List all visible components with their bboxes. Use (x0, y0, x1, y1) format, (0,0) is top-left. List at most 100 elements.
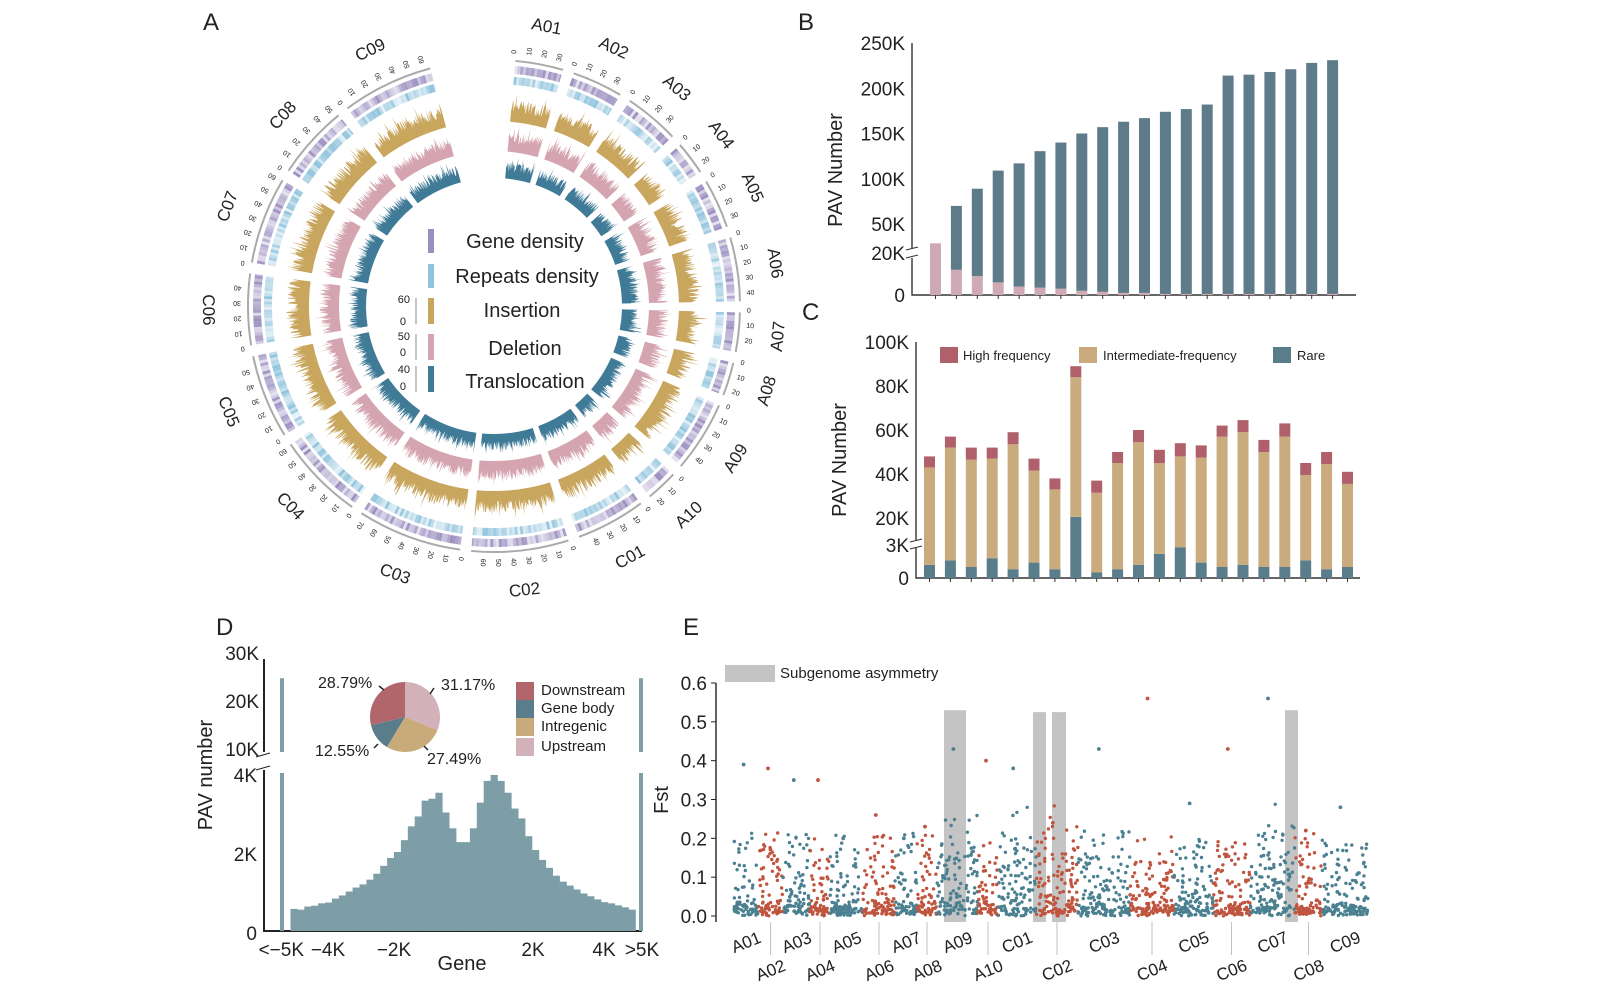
gene-density-cell (692, 424, 702, 432)
fst-point (1194, 899, 1198, 903)
fst-point (856, 891, 860, 895)
b-axis-break (905, 246, 919, 259)
repeats-density-cell (583, 95, 589, 104)
fst-point (1172, 873, 1177, 878)
gene-density-cell (600, 91, 607, 100)
repeats-density-cell (544, 82, 550, 91)
fst-point (1000, 877, 1004, 881)
fst-point (1279, 880, 1283, 884)
chromosome-tick-label: 60 (368, 527, 378, 537)
deletion-track (544, 136, 587, 173)
repeats-density-cell (580, 94, 587, 103)
fst-point (764, 832, 768, 836)
gene-density-cell (612, 98, 618, 107)
chromosome-tick-label: 40 (747, 290, 755, 297)
c-bar-rare (1237, 564, 1249, 578)
fst-point (861, 891, 865, 895)
repeats-density-cell (666, 161, 675, 169)
fst-point (957, 858, 961, 863)
c-bar-rare (1091, 572, 1103, 578)
chromosome-tick-label: 10 (631, 515, 641, 525)
fst-point (964, 886, 968, 891)
fst-point (1170, 849, 1174, 854)
fst-point (1298, 860, 1302, 864)
fst-point (1271, 899, 1276, 904)
fst-point (1229, 858, 1234, 862)
fst-point (1013, 874, 1018, 878)
fst-point (925, 869, 929, 874)
fst-point (1021, 857, 1026, 862)
fst-point (796, 871, 801, 875)
c-axis-break (909, 538, 923, 550)
fst-point (864, 907, 869, 911)
b-bar-core (992, 170, 1004, 283)
fst-point (763, 910, 767, 914)
fst-point (764, 903, 768, 908)
repeats-density-cell (702, 226, 711, 233)
gene-density-cell (723, 264, 732, 269)
chromosome-tick-label: 40 (253, 198, 263, 208)
gene-density-cell (260, 243, 269, 249)
fst-point (1150, 874, 1155, 878)
fst-point (924, 864, 928, 869)
fst-peak-point (1225, 747, 1230, 751)
fst-point (1008, 882, 1012, 886)
gene-density-cell (281, 416, 291, 423)
fst-point (1102, 879, 1106, 883)
fst-point (961, 898, 966, 903)
repeats-density-cell (622, 485, 630, 494)
fst-point (1280, 838, 1284, 842)
fst-point (1024, 910, 1028, 914)
c-y-tick-label: 40K (875, 465, 909, 486)
gene-density-cell (716, 373, 725, 379)
fst-point (1314, 903, 1318, 907)
fst-point (775, 878, 780, 883)
repeats-density-cell (331, 463, 340, 472)
fst-point (1361, 881, 1365, 885)
fst-point (1014, 837, 1018, 841)
fst-point (1324, 852, 1329, 857)
gene-density-cell (389, 87, 396, 96)
fst-point (769, 848, 773, 852)
gene-density-cell (700, 194, 709, 201)
fst-point (927, 847, 932, 852)
fst-point (1224, 855, 1228, 859)
e-x-tick-label: C08 (1291, 956, 1327, 985)
gene-density-cell (254, 278, 263, 283)
fst-point (1273, 877, 1277, 882)
ideogram-arc (705, 180, 728, 228)
c-bar-intermediate (1216, 436, 1228, 567)
repeats-density-cell (689, 196, 698, 203)
gene-density-cell (705, 204, 714, 211)
fst-peak-point (791, 778, 796, 782)
repeats-density-cell (264, 290, 273, 294)
pie-slice-upstream (405, 682, 441, 731)
fst-point (873, 911, 877, 915)
fst-point (1320, 838, 1325, 842)
fst-point (1033, 847, 1037, 851)
gene-density-cell (687, 171, 696, 178)
gene-density-cell (705, 400, 715, 406)
repeats-density-cell (391, 504, 398, 514)
legend-scale-translocation-max: 40 (398, 364, 410, 376)
fst-point (796, 904, 800, 909)
gene-density-cell (636, 115, 644, 124)
chromosome-tick-label: 20 (724, 197, 734, 207)
fst-point (1268, 913, 1272, 917)
fst-point (952, 817, 957, 822)
gene-density-cell (641, 484, 649, 493)
gene-density-cell (253, 298, 262, 302)
repeats-density-cell (676, 430, 685, 438)
fst-peak-point (1303, 828, 1308, 833)
repeats-density-cell (608, 494, 616, 503)
fst-point (1131, 894, 1136, 898)
fst-point (845, 879, 850, 884)
gene-density-cell (310, 457, 319, 465)
fst-point (958, 894, 962, 898)
repeats-density-cell (370, 493, 377, 502)
fst-point (1160, 895, 1164, 899)
fst-point (738, 842, 742, 847)
fst-point (1059, 872, 1064, 876)
